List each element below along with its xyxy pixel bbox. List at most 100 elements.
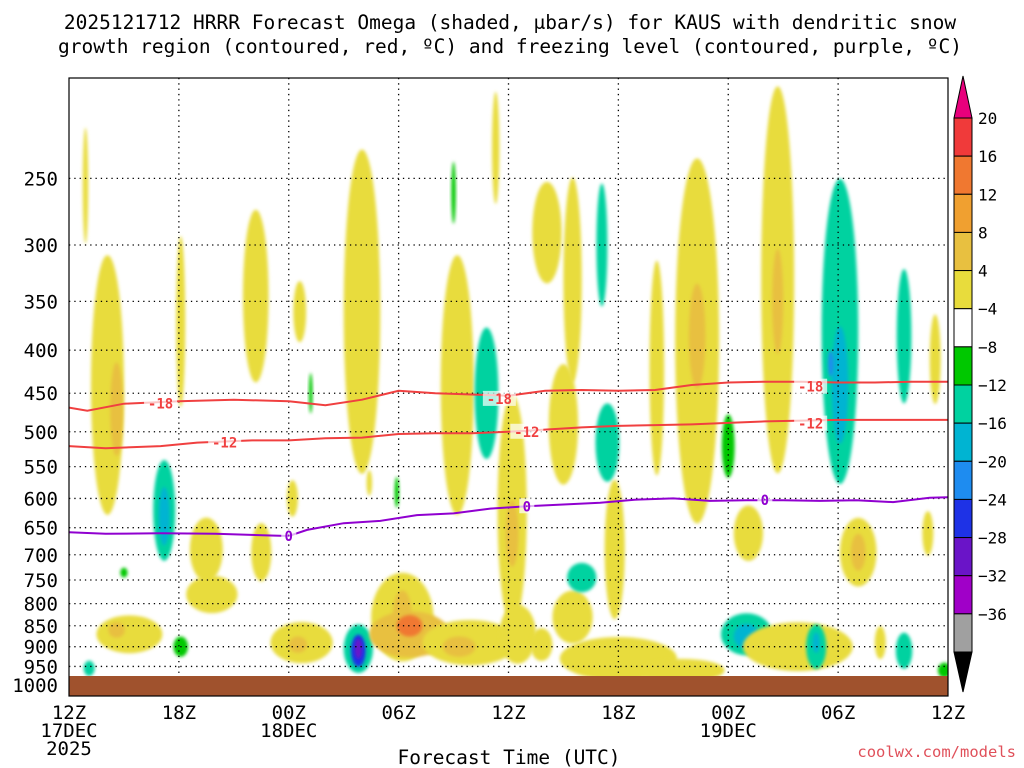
colorbar-segment-3 <box>953 193 973 233</box>
colorbar-segment-14 <box>953 613 973 653</box>
colorbar-label-13: −36 <box>978 605 1007 624</box>
x-date-label-2: 18DEC <box>260 720 317 742</box>
y-tick-label-850: 850 <box>24 616 58 638</box>
omega-region-40 <box>96 615 163 654</box>
omega-region-24 <box>604 479 625 620</box>
omega-region-43 <box>288 636 308 653</box>
omega-region-67 <box>120 567 128 578</box>
chart-title-line2: growth region (contoured, red, ºC) and f… <box>58 35 962 58</box>
omega-region-65 <box>937 662 948 678</box>
omega-region-64 <box>83 660 95 677</box>
contour-label-0-2: -18 <box>798 380 823 396</box>
y-tick-label-650: 650 <box>24 518 58 540</box>
omega-region-62 <box>874 626 886 660</box>
colorbar-segment-12 <box>953 537 973 577</box>
omega-region-4 <box>158 487 170 546</box>
omega-region-16 <box>492 91 500 204</box>
contour-label-bg-0-0 <box>144 395 178 411</box>
omega-region-19 <box>532 181 562 284</box>
colorbar-top-arrow <box>953 75 973 119</box>
chart-title-line1: 2025121712 HRRR Forecast Omega (shaded, … <box>64 11 956 34</box>
omega-region-60 <box>567 562 597 593</box>
y-tick-label-750: 750 <box>24 570 58 592</box>
omega-region-9 <box>343 149 381 474</box>
omega-region-8 <box>293 281 307 343</box>
colorbar-label-0: 20 <box>978 109 997 128</box>
contour-label-bg-0-1 <box>482 390 516 406</box>
colorbar-segment-13 <box>953 575 973 615</box>
colorbar-label-8: −16 <box>978 414 1007 433</box>
contour-label-0-1: -18 <box>487 392 512 408</box>
y-tick-label-500: 500 <box>24 422 58 444</box>
x-tick-label-1: 18Z <box>162 702 196 724</box>
y-tick-label-900: 900 <box>24 637 58 659</box>
ground-terrain <box>69 676 948 696</box>
colorbar-label-11: −28 <box>978 529 1007 548</box>
omega-region-22 <box>596 183 608 307</box>
omega-region-21 <box>548 364 579 485</box>
y-tick-label-400: 400 <box>24 340 58 362</box>
omega-region-41 <box>186 575 238 614</box>
omega-region-39 <box>922 511 934 556</box>
x-tick-label-5: 18Z <box>601 702 635 724</box>
omega-region-25 <box>649 260 665 476</box>
source-credit: coolwx.com/models <box>857 743 1016 761</box>
colorbar-segment-7 <box>953 346 973 386</box>
omega-region-6 <box>242 209 269 383</box>
omega-region-13 <box>440 255 474 515</box>
omega-region-51 <box>499 604 536 664</box>
x-tick-label-8: 12Z <box>931 702 965 724</box>
contour-label-bg-1-0 <box>208 434 242 450</box>
omega-region-29 <box>721 414 735 478</box>
contour-label-bg-2-1 <box>519 498 535 514</box>
colorbar-label-7: −12 <box>978 376 1007 395</box>
x-date-label-6: 19DEC <box>700 720 757 742</box>
plot-area: -18 -18 -18 -12 -12 -12 0 0 0 <box>68 77 949 697</box>
contour-label-1-0: -12 <box>212 436 237 452</box>
colorbar-segment-4 <box>953 231 973 272</box>
y-tick-label-950: 950 <box>24 656 58 678</box>
colorbar-segment-1 <box>953 117 973 157</box>
y-tick-label-300: 300 <box>24 235 58 257</box>
colorbar-label-4: 4 <box>978 262 988 281</box>
omega-region-46 <box>354 638 362 659</box>
omega-region-0 <box>82 127 89 244</box>
contour-label-0-0: -18 <box>148 397 173 413</box>
omega-region-7 <box>251 523 272 582</box>
contour-label-2-1: 0 <box>523 499 531 515</box>
contour-label-bg-0-2 <box>794 378 828 394</box>
colorbar-label-12: −32 <box>978 567 1007 586</box>
y-tick-label-550: 550 <box>24 457 58 479</box>
omega-region-31 <box>772 248 784 354</box>
contour-label-bg-1-2 <box>794 415 828 431</box>
contour-label-1-1: -12 <box>514 425 539 441</box>
colorbar-segment-10 <box>953 460 973 500</box>
x-axis-label: Forecast Time (UTC) <box>397 746 620 768</box>
y-axis: 2503003504004505005506006507007508008509… <box>12 168 58 697</box>
colorbar-segment-9 <box>953 422 973 462</box>
colorbar-label-2: 12 <box>978 185 997 204</box>
omega-region-48 <box>396 615 423 637</box>
omega-region-23 <box>595 403 620 482</box>
omega-region-63 <box>895 632 913 669</box>
colorbar-label-3: 8 <box>978 223 988 242</box>
colorbar-bottom-arrow <box>953 651 973 693</box>
y-tick-label-350: 350 <box>24 291 58 313</box>
x-tick-label-3: 06Z <box>381 702 415 724</box>
colorbar: 20 16 12 8 4 −4 −8 −12 −16 −20 −24 −28 −32 −36 <box>953 75 1007 693</box>
contour-label-bg-2-2 <box>757 492 773 508</box>
omega-region-72 <box>108 622 125 638</box>
omega-region-33 <box>831 326 849 444</box>
x-tick-label-6: 00Z <box>711 702 745 724</box>
omega-region-54 <box>530 628 553 661</box>
y-tick-label-450: 450 <box>24 383 58 405</box>
omega-region-61 <box>640 658 725 682</box>
omega-region-2 <box>110 362 124 457</box>
omega-region-20 <box>563 177 582 383</box>
omega-region-27 <box>688 283 706 389</box>
omega-region-10 <box>308 372 313 414</box>
x-tick-label-2: 00Z <box>272 702 306 724</box>
omega-region-69 <box>366 470 373 496</box>
y-tick-label-800: 800 <box>24 594 58 616</box>
